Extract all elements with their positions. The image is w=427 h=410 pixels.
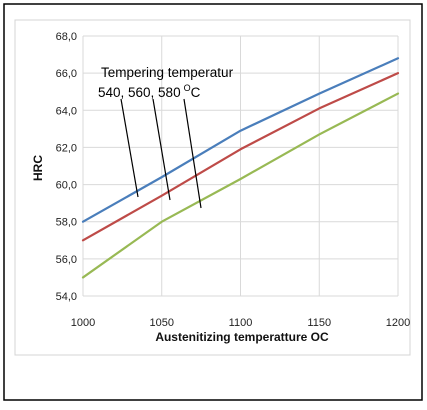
y-tick-label: 56,0 <box>56 254 77 266</box>
x-tick-labels: 1000 1050 1100 1150 1200 <box>71 317 410 329</box>
y-tick-label: 68,0 <box>56 31 77 43</box>
y-tick-label: 58,0 <box>56 217 77 229</box>
annotation: Tempering temperatur 540, 560, 580 OC <box>98 65 234 209</box>
annotation-line-2: 540, 560, 580 OC <box>98 83 201 100</box>
chart-area-border <box>14 19 411 356</box>
y-tick-label: 54,0 <box>56 291 77 303</box>
x-tick-label: 1050 <box>150 317 174 329</box>
x-tick-label: 1150 <box>307 317 331 329</box>
grid <box>82 35 399 297</box>
annotation-unit: C <box>191 85 201 100</box>
annotation-temps: 540, 560, 580 <box>98 85 181 100</box>
series-line-3 <box>81 92 400 279</box>
series-group <box>81 57 400 279</box>
x-tick-label: 1100 <box>229 317 253 329</box>
annotation-pointer-580 <box>183 98 202 209</box>
series-line-1 <box>81 57 400 223</box>
y-tick-label: 66,0 <box>56 68 77 80</box>
annotation-pointer-540 <box>120 98 139 198</box>
outer-border <box>3 3 423 401</box>
y-tick-label: 64,0 <box>56 105 77 117</box>
annotation-pointer-560 <box>152 98 171 201</box>
x-axis-title: Austenitizing temperatture OC <box>155 330 329 344</box>
annotation-superscript: O <box>184 83 191 93</box>
y-tick-label: 62,0 <box>56 142 77 154</box>
y-tick-labels: 54,0 56,0 58,0 60,0 62,0 64,0 66,0 68,0 <box>56 31 77 303</box>
y-tick-label: 60,0 <box>56 180 77 192</box>
x-tick-label: 1000 <box>71 317 95 329</box>
series-line-2 <box>81 72 400 242</box>
x-tick-label: 1200 <box>386 317 410 329</box>
y-axis-title: HRC <box>31 155 45 181</box>
annotation-line-1: Tempering temperatur <box>101 65 234 80</box>
